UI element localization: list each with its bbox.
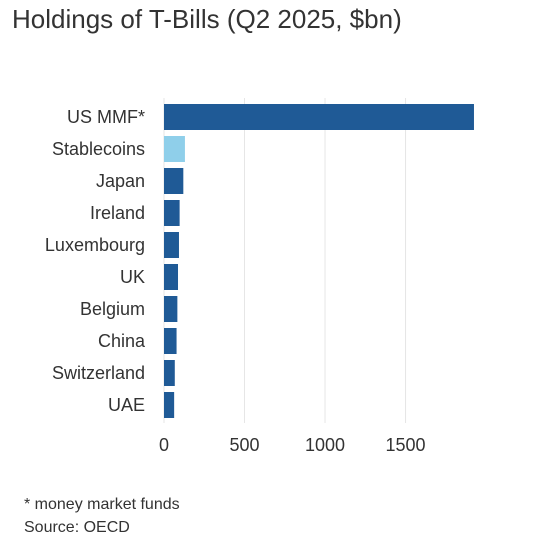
category-label: Ireland <box>90 203 145 223</box>
source-note: Source: OECD <box>24 519 130 536</box>
footnote: * money market funds <box>24 496 180 513</box>
chart-title: Holdings of T-Bills (Q2 2025, $bn) <box>12 4 402 34</box>
bar-china <box>164 328 177 354</box>
bars <box>164 104 474 418</box>
category-label: China <box>98 331 146 351</box>
bar-luxembourg <box>164 232 179 258</box>
bar-us-mmf <box>164 104 474 130</box>
category-label: UAE <box>108 395 145 415</box>
bar-uk <box>164 264 179 290</box>
bar-switzerland <box>164 360 175 386</box>
category-label: Belgium <box>80 299 145 319</box>
bar-uae <box>164 392 175 418</box>
x-tick-label: 1500 <box>386 435 426 455</box>
category-label: Stablecoins <box>52 139 145 159</box>
x-tick-labels: 0 500 1000 1500 <box>159 435 426 455</box>
category-label: Luxembourg <box>45 235 145 255</box>
category-label: Japan <box>96 171 145 191</box>
x-tick-label: 500 <box>229 435 259 455</box>
category-labels: US MMF* Stablecoins Japan Ireland Luxembourg… <box>45 107 146 415</box>
bar-belgium <box>164 296 178 322</box>
grid-lines <box>163 98 407 423</box>
category-label: US MMF* <box>67 107 145 127</box>
category-label: Switzerland <box>52 363 145 383</box>
bar-stablecoins <box>164 136 185 162</box>
bar-japan <box>164 168 184 194</box>
x-tick-label: 1000 <box>305 435 345 455</box>
category-label: UK <box>120 267 145 287</box>
x-tick-label: 0 <box>159 435 169 455</box>
bar-ireland <box>164 200 180 226</box>
